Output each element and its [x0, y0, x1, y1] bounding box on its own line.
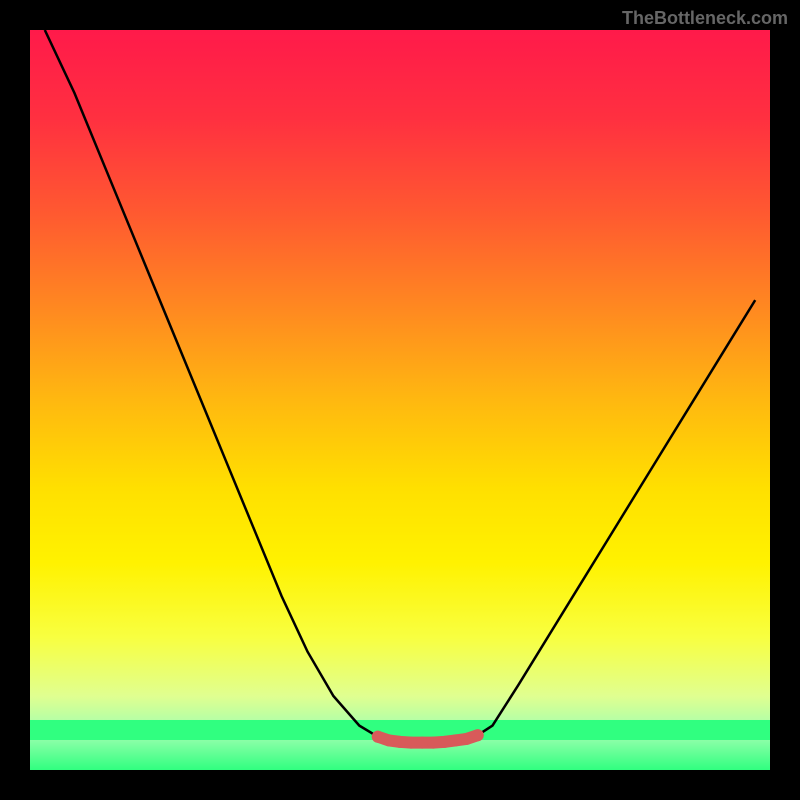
curve-marker [372, 731, 384, 743]
chart-svg [30, 30, 770, 770]
curve-marker [405, 737, 417, 749]
curve-marker [394, 736, 406, 748]
curve-marker [383, 734, 395, 746]
curve-marker [472, 729, 484, 741]
curve-marker [416, 737, 428, 749]
curve-marker [450, 734, 462, 746]
gradient-background [30, 30, 770, 770]
curve-marker [427, 737, 439, 749]
curve-marker [461, 733, 473, 745]
watermark-text: TheBottleneck.com [622, 8, 788, 29]
curve-marker [438, 736, 450, 748]
chart-plot-area [30, 30, 770, 770]
